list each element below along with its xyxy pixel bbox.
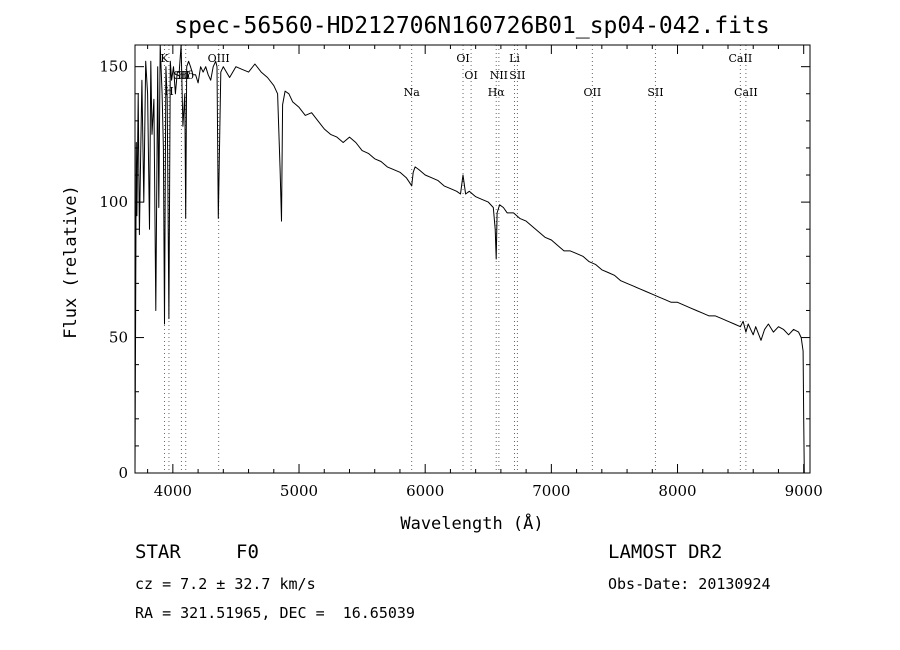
object-type: STAR (135, 541, 181, 563)
spectral-line-markers (164, 45, 747, 473)
obs-date-text: Obs-Date: 20130924 (608, 575, 771, 593)
y-tick-label: 150 (99, 58, 128, 76)
chart-title: spec-56560-HD212706N160726B01_sp04-042.f… (174, 13, 769, 39)
spectral-line-label: Na (404, 86, 421, 99)
redshift-text: cz = 7.2 ± 32.7 km/s (135, 575, 316, 593)
y-axis-label: Flux (relative) (61, 185, 81, 339)
spectral-line-label: CaII (734, 86, 758, 99)
x-tick-label: 5000 (280, 482, 318, 500)
x-tick-label: 6000 (406, 482, 444, 500)
spectral-line-label: SII (647, 86, 663, 99)
y-tick-label: 50 (109, 329, 128, 347)
y-tick-label: 100 (99, 193, 128, 211)
axis-ticks: 4000 5000 6000 7000 8000 9000 0 50 100 150 (99, 45, 823, 500)
spectral-line-label: CaII (729, 52, 753, 65)
spectral-line-label: Li (509, 52, 520, 65)
spectral-line-label: SII (509, 69, 525, 82)
x-tick-label: 7000 (532, 482, 570, 500)
spectrum-line-series-0 (134, 44, 805, 474)
x-tick-label: 8000 (658, 482, 696, 500)
spectral-line-label: H (164, 85, 174, 98)
spectral-line-label: NII (490, 69, 508, 82)
y-tick-label: 0 (118, 464, 128, 482)
x-tick-label: 9000 (785, 482, 823, 500)
spectrum-series (134, 44, 805, 474)
survey-name: LAMOST DR2 (608, 541, 723, 563)
spectral-line-label: Hδ (178, 69, 195, 82)
spectral-line-label: OI (464, 69, 477, 82)
x-axis-label: Wavelength (Å) (400, 512, 543, 534)
spectral-class: F0 (236, 541, 259, 563)
spectral-line-label: K (160, 52, 169, 65)
spectral-line-label: SII (173, 69, 189, 82)
plot-frame (134, 44, 811, 474)
coordinates-text: RA = 321.51965, DEC = 16.65039 (135, 604, 415, 622)
spectral-line-label: OIII (208, 52, 230, 65)
spectral-line-label: OII (584, 86, 602, 99)
spectral-line-label: Hα (488, 86, 506, 99)
spectral-line-label: OI (456, 52, 469, 65)
x-tick-label: 4000 (154, 482, 192, 500)
